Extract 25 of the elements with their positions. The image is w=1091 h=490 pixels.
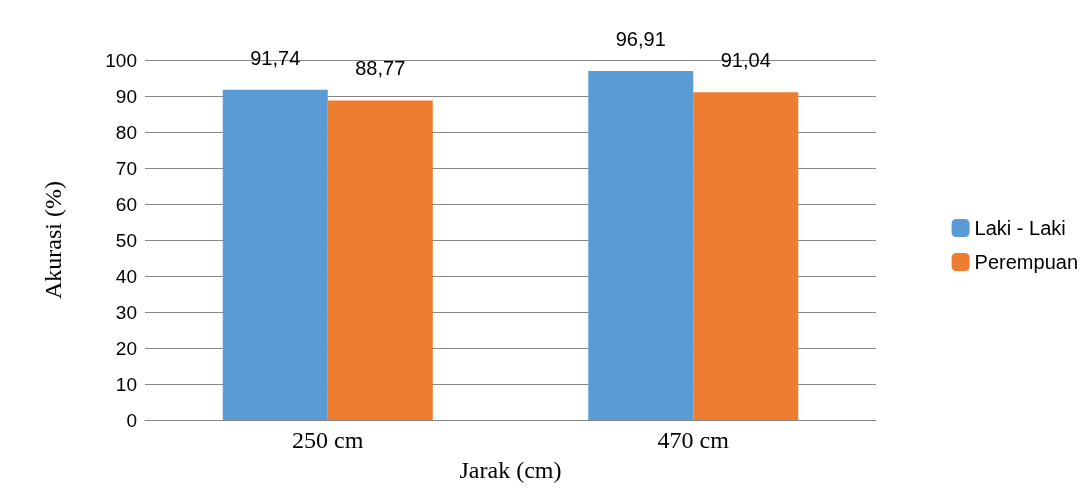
y-tick-label: 10: [115, 373, 137, 395]
bar: [588, 71, 694, 420]
y-tick-label: 30: [115, 301, 137, 323]
y-tick-label: 20: [115, 337, 137, 359]
bar: [693, 92, 799, 420]
y-tick-label: 50: [115, 229, 137, 251]
data-label: 91,04: [720, 49, 771, 72]
legend-label: Laki - Laki: [974, 217, 1066, 239]
y-tick-label: 40: [115, 265, 137, 287]
data-label: 88,77: [355, 57, 406, 80]
y-tick-label: 70: [115, 157, 137, 179]
legend-label: Perempuan: [974, 251, 1079, 273]
y-tick-label: 0: [126, 409, 137, 431]
x-axis-title: Jarak (cm): [459, 457, 562, 483]
y-tick-label: 100: [105, 49, 137, 71]
y-tick-label: 60: [115, 193, 137, 215]
data-label: 96,91: [615, 28, 666, 51]
y-tick-label: 90: [115, 85, 137, 107]
y-axis-title: Akurasi (%): [40, 181, 66, 299]
bar: [327, 100, 433, 420]
x-tick-label: 470 cm: [657, 427, 730, 453]
y-tick-label: 80: [115, 121, 137, 143]
x-tick-label: 250 cm: [292, 427, 364, 453]
bar: [222, 89, 328, 420]
data-label: 91,74: [250, 46, 301, 69]
